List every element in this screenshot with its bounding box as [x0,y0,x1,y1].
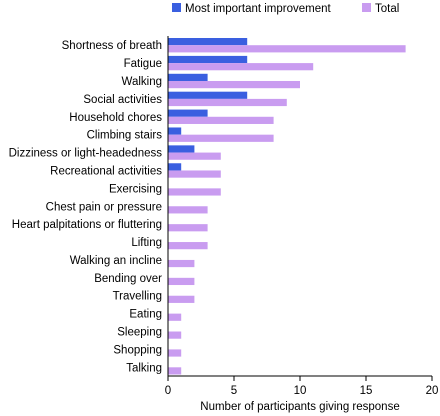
category-label-household-chores: Household chores [69,112,162,124]
bar-total-recreational-activities [168,170,221,178]
category-label-climbing-stairs: Climbing stairs [87,130,163,142]
category-label-walking: Walking [122,76,162,88]
bar-most-important-social-activities [168,91,248,99]
category-label-social-activities: Social activities [83,94,162,106]
x-tick-label: 20 [426,385,439,397]
legend: Most important improvement Total [172,3,399,15]
bar-most-important-walking [168,73,208,81]
bar-total-eating [168,313,182,321]
category-label-dizziness-or-light-headedness: Dizziness or light-headedness [9,148,163,160]
bar-total-shopping [168,349,182,357]
x-axis-ticks: 0 5 10 15 20 [165,376,439,397]
category-label-travelling: Travelling [113,291,162,303]
bar-total-dizziness-or-light-headedness [168,152,221,160]
bar-most-important-shortness-of-breath [168,38,248,46]
bars-group [168,38,406,375]
category-label-fatigue: Fatigue [124,58,162,70]
category-label-heart-palpitations-or-fluttering: Heart palpitations or fluttering [12,219,162,231]
bar-total-social-activities [168,98,287,107]
x-tick-label: 15 [360,385,373,397]
bar-total-bending-over [168,277,195,286]
category-label-exercising: Exercising [109,183,162,195]
x-tick-label: 10 [294,385,307,397]
bar-most-important-dizziness-or-light-headedness [168,145,195,153]
bar-total-travelling [168,295,195,303]
bar-total-exercising [168,188,221,196]
category-label-bending-over: Bending over [94,273,162,285]
x-axis-title: Number of participants giving response [200,401,399,413]
legend-label-most-important: Most important improvement [185,3,332,15]
legend-label-total: Total [375,3,399,15]
x-tick-label: 0 [165,385,171,397]
legend-swatch-total [362,3,371,12]
category-label-walking-an-incline: Walking an incline [70,255,162,267]
bar-total-walking-an-incline [168,259,195,268]
bar-total-heart-palpitations-or-fluttering [168,224,208,232]
bar-most-important-climbing-stairs [168,127,182,135]
category-label-talking: Talking [126,362,162,374]
category-label-sleeping: Sleeping [117,327,162,339]
category-label-recreational-activities: Recreational activities [50,165,162,177]
legend-swatch-most-important [172,3,181,12]
category-label-shortness-of-breath: Shortness of breath [62,40,162,52]
bar-most-important-fatigue [168,55,248,64]
bar-most-important-recreational-activities [168,163,182,171]
bar-total-sleeping [168,331,182,339]
category-label-shopping: Shopping [113,344,162,356]
bar-most-important-household-chores [168,109,208,117]
category-label-eating: Eating [129,309,162,321]
bar-total-lifting [168,242,208,250]
category-label-lifting: Lifting [131,237,162,249]
bar-total-chest-pain-or-pressure [168,206,208,214]
bar-total-household-chores [168,116,274,124]
bar-total-climbing-stairs [168,134,274,142]
bar-total-talking [168,367,182,375]
x-tick-label: 5 [231,385,237,397]
bar-total-walking [168,80,300,89]
category-label-chest-pain-or-pressure: Chest pain or pressure [46,201,162,213]
category-labels: Shortness of breath Fatigue Walking Social … [9,40,163,374]
bar-total-shortness-of-breath [168,45,406,53]
bar-total-fatigue [168,63,314,71]
